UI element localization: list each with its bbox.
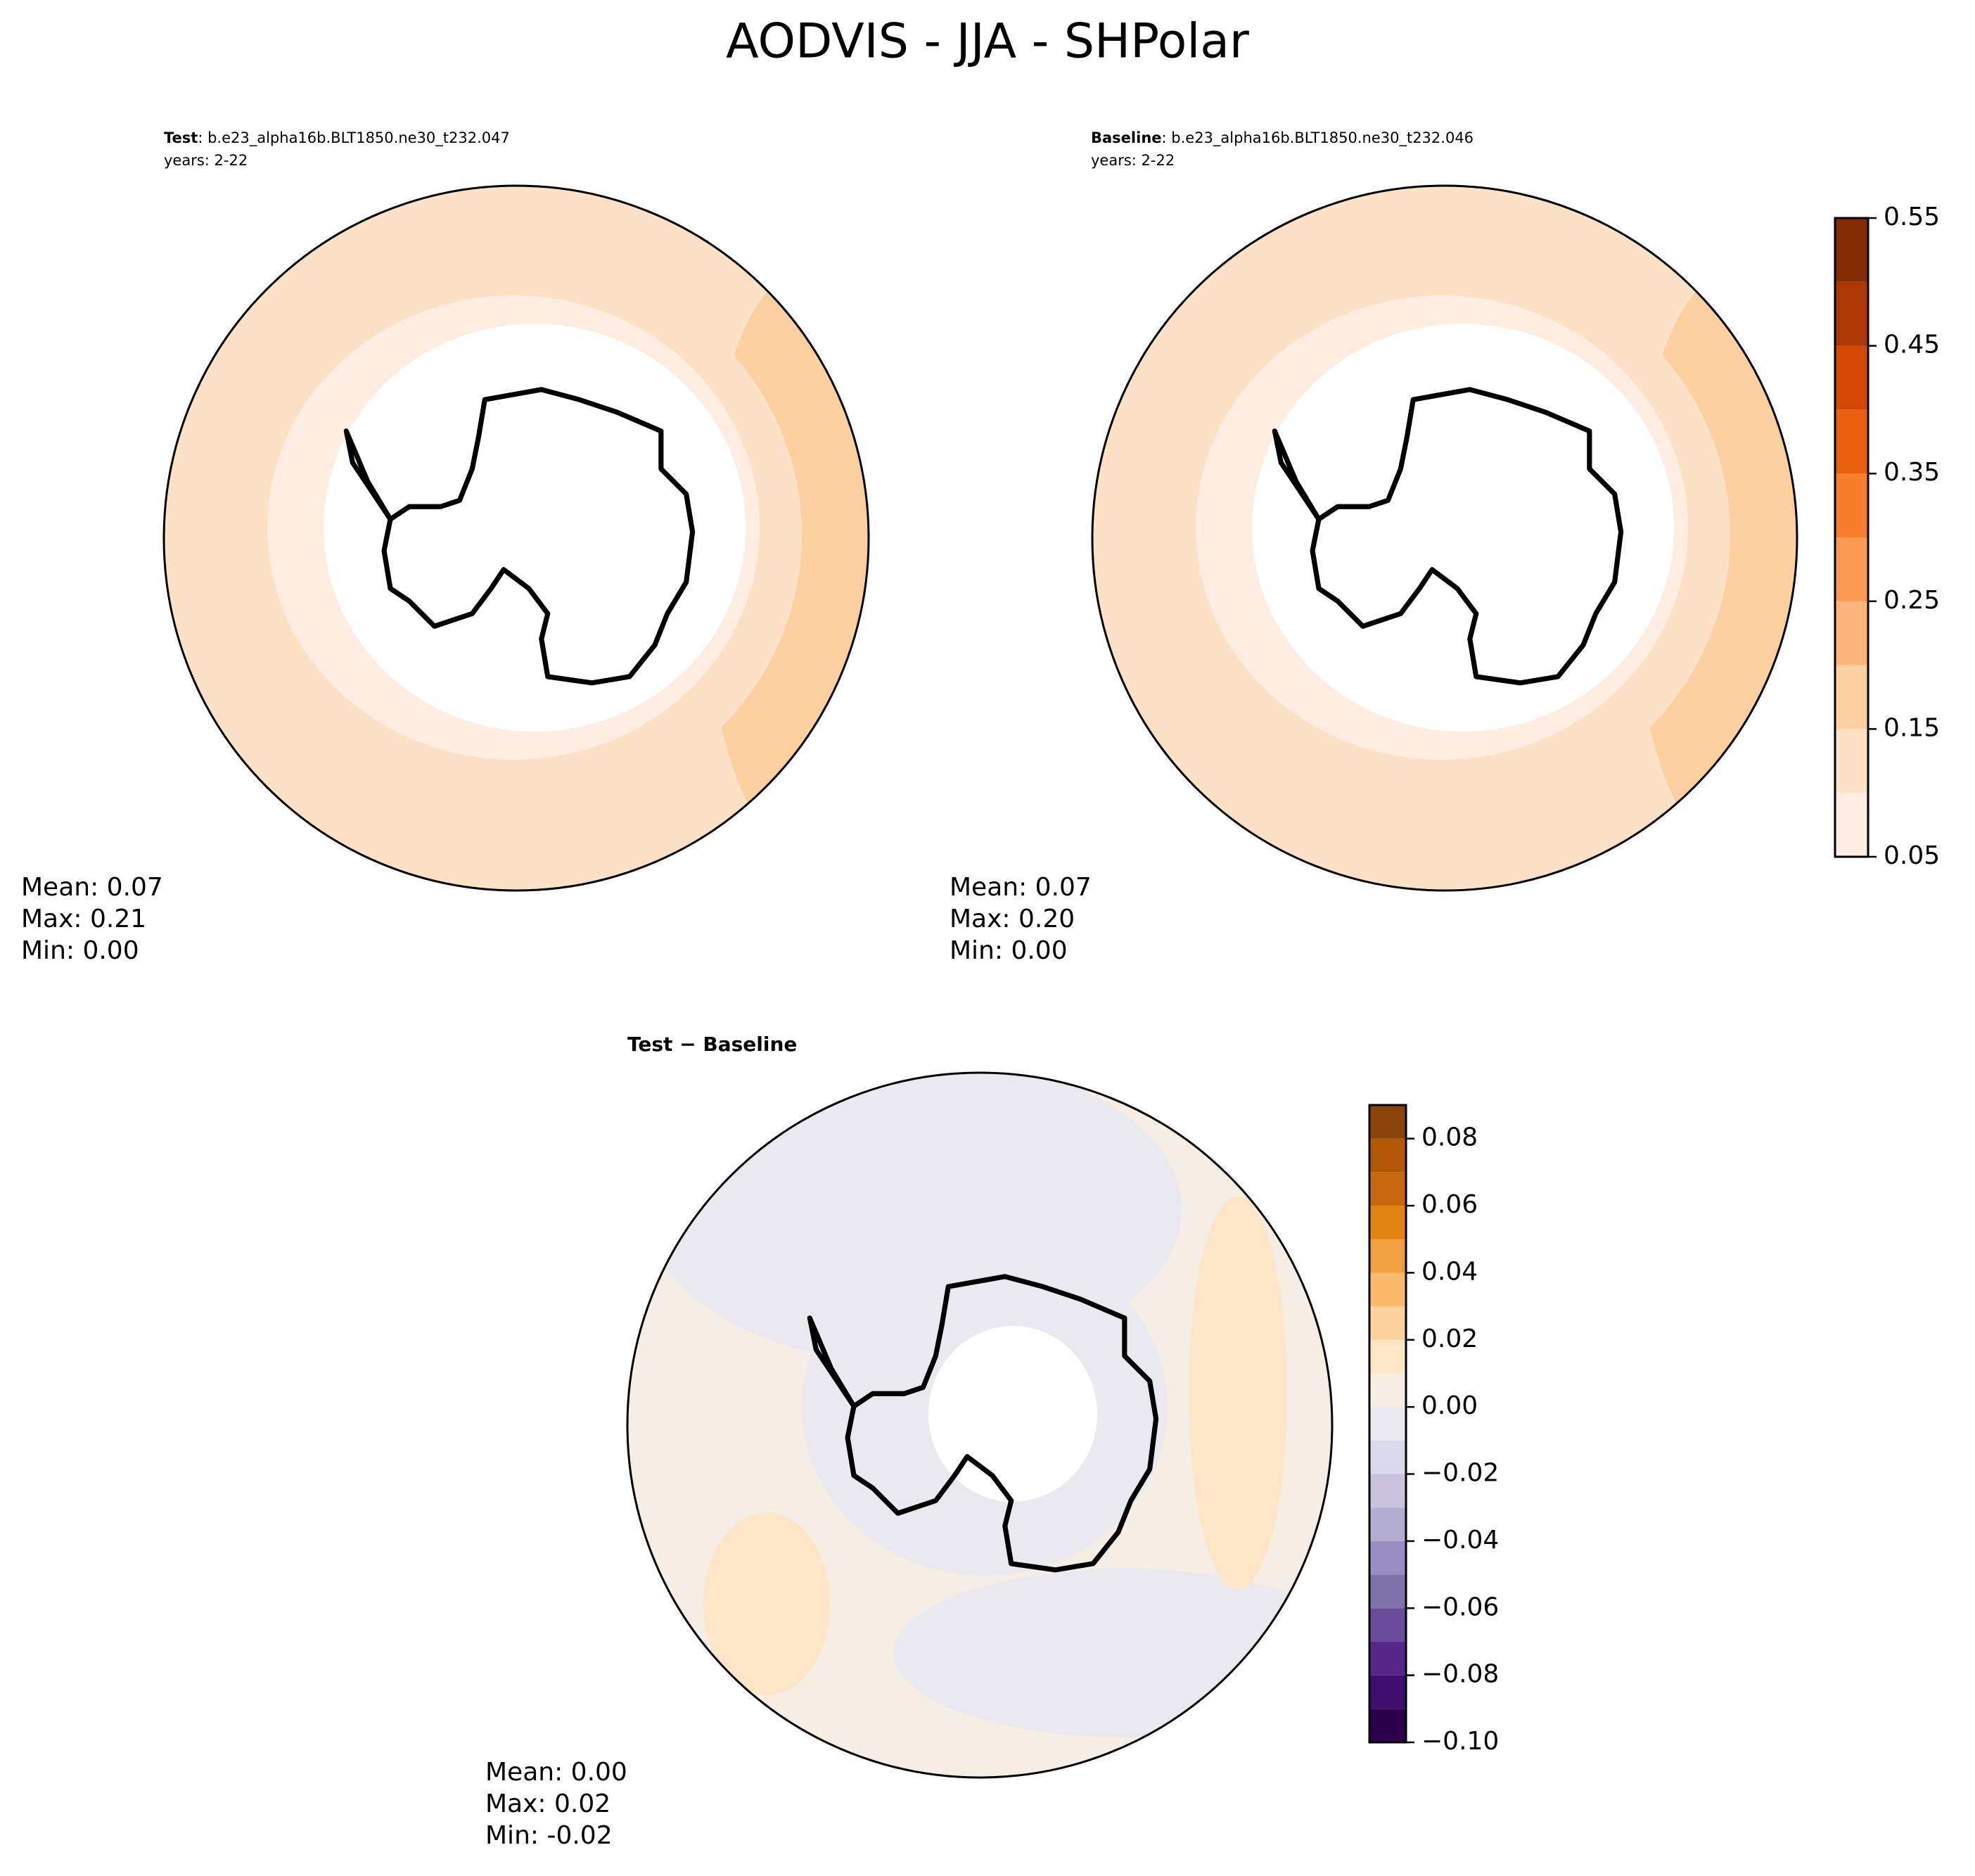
stat-line: Mean: 0.07 (950, 873, 1092, 902)
colorbar-tick-label: −0.08 (1421, 1660, 1499, 1689)
stat-line: Min: -0.02 (485, 1821, 613, 1850)
panel-label: Baseline: b.e23_alpha16b.BLT1850.ne30_t2… (1091, 129, 1474, 147)
colorbar-level (1369, 1474, 1406, 1508)
colorbar-level (1369, 1574, 1406, 1609)
colorbar-level (1835, 601, 1868, 665)
colorbar-level (1835, 537, 1868, 601)
colorbar-tick-label: 0.02 (1421, 1325, 1478, 1353)
colorbar-frame (1368, 1104, 1407, 1744)
map-test: Test: b.e23_alpha16b.BLT1850.ne30_t232.0… (21, 129, 870, 965)
colorbar-tick-label: 0.08 (1421, 1123, 1478, 1152)
colorbar-level (1369, 1172, 1406, 1206)
colorbar-level (1369, 1608, 1406, 1642)
colorbar-tick-label: 0.55 (1884, 203, 1940, 231)
panel-label: Test: b.e23_alpha16b.BLT1850.ne30_t232.0… (164, 129, 510, 147)
colorbar-tick-label: 0.06 (1421, 1190, 1478, 1219)
stat-line: Max: 0.21 (21, 905, 146, 933)
colorbar-level (1369, 1339, 1406, 1374)
colorbar-level (1369, 1272, 1406, 1307)
colorbar-level (1369, 1306, 1406, 1340)
colorbar-level (1835, 281, 1868, 346)
colorbar-tick-label: 0.04 (1421, 1257, 1478, 1286)
colorbar-level (1369, 1507, 1406, 1541)
colorbar-level (1369, 1675, 1406, 1709)
figure-title: AODVIS - JJA - SHPolar (726, 14, 1249, 70)
colorbar-level (1369, 1239, 1406, 1273)
stat-line: Min: 0.00 (950, 936, 1068, 965)
colorbar-tick-label: 0.25 (1884, 586, 1940, 615)
colorbar-tick-label: −0.10 (1421, 1727, 1499, 1756)
colorbar-level (1369, 1440, 1406, 1474)
map-difference: Test − Baseline Mean: 0.00 Max: 0.02 Min… (485, 1033, 1334, 1850)
colorbars: 0.05 0.15 0.25 0.35 0.45 0.55 −0.10 −0.08 −0.06 −… (1368, 203, 1940, 1756)
colorbar-level (1369, 1138, 1406, 1173)
colorbar-level (1835, 218, 1868, 282)
colorbar-level (1835, 473, 1868, 537)
colorbar-level (1835, 665, 1868, 729)
colorbar-tick-label: 0.00 (1421, 1391, 1478, 1420)
colorbar-level (1369, 1709, 1406, 1742)
colorbar-level (1835, 729, 1868, 793)
colorbar-level (1369, 1105, 1406, 1139)
panel-label: Test − Baseline (627, 1033, 797, 1056)
colorbar-level (1835, 409, 1868, 474)
stat-line: Mean: 0.00 (485, 1758, 627, 1787)
colorbar-level (1369, 1373, 1406, 1408)
colorbar-frame (1834, 217, 1869, 858)
colorbar-level (1369, 1641, 1406, 1676)
map-baseline: Baseline: b.e23_alpha16b.BLT1850.ne30_t2… (950, 129, 1798, 965)
stat-line: Mean: 0.07 (21, 873, 163, 902)
panel-years: years: 2-22 (164, 152, 248, 169)
colorbar-level (1835, 793, 1868, 857)
stat-line: Max: 0.02 (485, 1789, 611, 1818)
colorbar-tick-label: −0.04 (1421, 1526, 1499, 1555)
colorbar-tick-label: −0.02 (1421, 1459, 1499, 1488)
stat-line: Min: 0.00 (21, 936, 139, 965)
colorbar-level (1835, 345, 1868, 410)
stat-line: Max: 0.20 (950, 905, 1075, 933)
colorbar-level (1369, 1206, 1406, 1239)
colorbar-tick-label: 0.45 (1884, 331, 1940, 359)
colorbar-level (1369, 1540, 1406, 1575)
colorbar-level (1369, 1407, 1406, 1441)
colorbar-tick-label: 0.05 (1884, 841, 1940, 870)
colorbar-tick-label: 0.15 (1884, 713, 1940, 742)
panel-years: years: 2-22 (1091, 152, 1175, 169)
colorbar-tick-label: −0.06 (1421, 1593, 1499, 1621)
colorbar-tick-label: 0.35 (1884, 458, 1940, 487)
